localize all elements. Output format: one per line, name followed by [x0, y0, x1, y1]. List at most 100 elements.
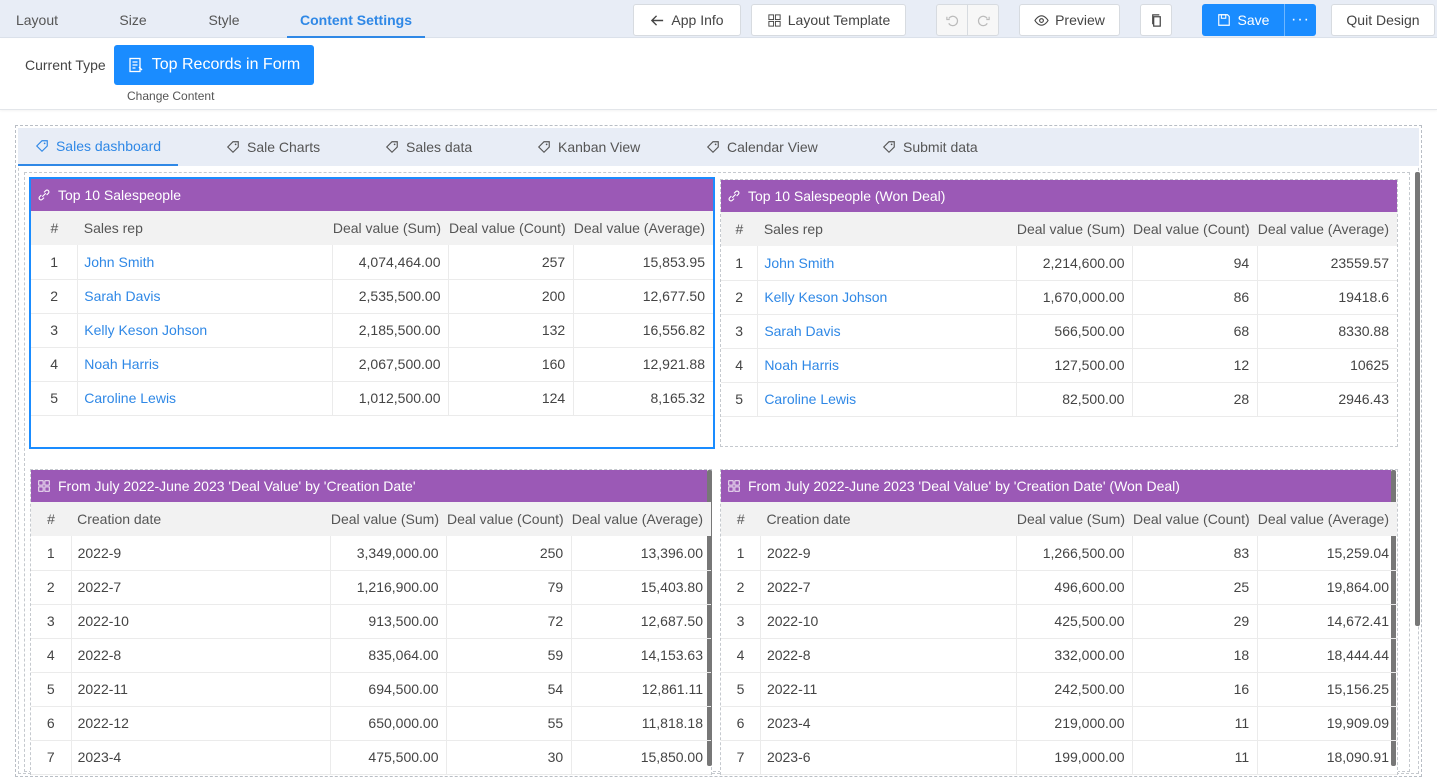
table-row[interactable]: 2 2022-7 1,216,900.00 79 15,403.80	[31, 570, 711, 605]
column-header[interactable]: Deal value (Sum)	[330, 502, 447, 536]
column-header[interactable]: Deal value (Count)	[448, 211, 574, 245]
tab-kanban-view[interactable]: Kanban View	[537, 128, 640, 166]
table-row[interactable]: 7 2023-4 475,500.00 30 15,850.00	[31, 740, 711, 775]
save-button[interactable]: Save	[1202, 4, 1285, 36]
sales-rep-link[interactable]: John Smith	[757, 246, 1018, 281]
design-canvas: Sales dashboard Sale Charts Sales data K…	[15, 125, 1422, 777]
widget-top-salespeople-won[interactable]: Top 10 Salespeople (Won Deal) # Sales rep…	[720, 179, 1398, 447]
table-row[interactable]: 7 2023-6 199,000.00 11 18,090.91	[721, 740, 1397, 775]
table-row[interactable]: 3 Kelly Keson Johson 2,185,500.00 132 16,556…	[31, 313, 713, 348]
table-row[interactable]: 2 2022-7 496,600.00 25 19,864.00	[721, 570, 1397, 605]
table-row[interactable]: 2 Sarah Davis 2,535,500.00 200 12,677.50	[31, 279, 713, 314]
table-row[interactable]: 6 2023-4 219,000.00 11 19,909.09	[721, 706, 1397, 741]
redo-button[interactable]	[967, 4, 999, 36]
tab-calendar-view[interactable]: Calendar View	[706, 128, 818, 166]
tab-layout[interactable]: Layout	[15, 12, 59, 28]
sales-rep-link[interactable]: Caroline Lewis	[757, 382, 1018, 417]
table-row[interactable]: 1 2022-9 3,349,000.00 250 13,396.00	[31, 536, 711, 571]
sales-rep-link[interactable]: Noah Harris	[77, 347, 334, 382]
sales-rep-link[interactable]: John Smith	[77, 245, 334, 280]
value-cell: 25	[1132, 570, 1259, 605]
column-header[interactable]: Creation date	[760, 502, 1017, 536]
table-row[interactable]: 4 2022-8 332,000.00 18 18,444.44	[721, 638, 1397, 673]
sales-rep-link[interactable]: Sarah Davis	[757, 314, 1018, 349]
value-cell: 19418.6	[1257, 280, 1397, 315]
table-row[interactable]: 5 Caroline Lewis 82,500.00 28 2946.43	[721, 382, 1397, 417]
column-header[interactable]: #	[721, 212, 758, 246]
table-row[interactable]: 3 Sarah Davis 566,500.00 68 8330.88	[721, 314, 1397, 349]
tab-label: Calendar View	[727, 139, 818, 155]
app-info-button[interactable]: App Info	[633, 4, 741, 36]
table-row[interactable]: 5 2022-11 694,500.00 54 12,861.11	[31, 672, 711, 707]
value-cell: 14,153.63	[571, 638, 711, 673]
table-row[interactable]: 5 2022-11 242,500.00 16 15,156.25	[721, 672, 1397, 707]
change-content-link[interactable]: Change Content	[127, 89, 215, 103]
column-header[interactable]: Deal value (Average)	[1257, 502, 1397, 536]
value-cell: 23559.57	[1257, 246, 1397, 281]
widget-title: From July 2022-June 2023 'Deal Value' by…	[58, 478, 416, 494]
preview-button[interactable]: Preview	[1019, 4, 1120, 36]
table-row[interactable]: 3 2022-10 425,500.00 29 14,672.41	[721, 604, 1397, 639]
table-row[interactable]: 4 2022-8 835,064.00 59 14,153.63	[31, 638, 711, 673]
table-row[interactable]: 3 2022-10 913,500.00 72 12,687.50	[31, 604, 711, 639]
row-index: 5	[721, 672, 761, 707]
column-header[interactable]: Deal value (Count)	[1132, 212, 1258, 246]
widget-deal-value-by-date-won[interactable]: From July 2022-June 2023 'Deal Value' by…	[720, 469, 1398, 775]
tab-label: Sales data	[406, 139, 473, 155]
column-header[interactable]: Deal value (Sum)	[1016, 212, 1133, 246]
value-cell: 8,165.32	[573, 381, 713, 416]
column-header[interactable]: #	[31, 502, 72, 536]
content-type-button[interactable]: Top Records in Form	[114, 45, 314, 85]
value-cell: 127,500.00	[1016, 348, 1134, 383]
column-header[interactable]: Deal value (Average)	[573, 211, 713, 245]
table-row[interactable]: 4 Noah Harris 2,067,500.00 160 12,921.88	[31, 347, 713, 382]
widget-top-salespeople[interactable]: Top 10 Salespeople # Sales rep Deal value …	[29, 177, 715, 449]
tab-content-settings[interactable]: Content Settings	[287, 0, 425, 38]
row-index: 4	[721, 638, 761, 673]
undo-button[interactable]	[936, 4, 968, 36]
column-header[interactable]: #	[31, 211, 78, 245]
table-row[interactable]: 6 2022-12 650,000.00 55 11,818.18	[31, 706, 711, 741]
column-header[interactable]: Creation date	[71, 502, 331, 536]
copy-button[interactable]	[1140, 4, 1172, 36]
table-row[interactable]: 1 2022-9 1,266,500.00 83 15,259.04	[721, 536, 1397, 571]
save-more-button[interactable]: ···	[1291, 11, 1310, 28]
value-cell: 15,259.04	[1257, 536, 1397, 571]
table-row[interactable]: 4 Noah Harris 127,500.00 12 10625	[721, 348, 1397, 383]
tag-icon	[226, 141, 239, 154]
table-row[interactable]: 1 John Smith 4,074,464.00 257 15,853.95	[31, 245, 713, 280]
sales-rep-link[interactable]: Noah Harris	[757, 348, 1018, 383]
tab-sales-dashboard[interactable]: Sales dashboard	[18, 128, 178, 166]
tab-submit-data[interactable]: Submit data	[882, 128, 978, 166]
column-header[interactable]: Deal value (Average)	[1257, 212, 1397, 246]
widget-deal-value-by-date[interactable]: From July 2022-June 2023 'Deal Value' by…	[30, 469, 712, 775]
tab-style[interactable]: Style	[208, 12, 240, 28]
quit-design-button[interactable]: Quit Design	[1331, 4, 1435, 36]
sales-rep-link[interactable]: Kelly Keson Johson	[757, 280, 1018, 315]
tab-label: Sale Charts	[247, 139, 321, 155]
column-header[interactable]: Deal value (Count)	[446, 502, 572, 536]
table-row[interactable]: 2 Kelly Keson Johson 1,670,000.00 86 19418.6	[721, 280, 1397, 315]
column-header[interactable]: Deal value (Count)	[1132, 502, 1258, 536]
sales-rep-link[interactable]: Sarah Davis	[77, 279, 334, 314]
column-header[interactable]: Sales rep	[77, 211, 333, 245]
column-header[interactable]: Sales rep	[757, 212, 1017, 246]
table-row[interactable]: 1 John Smith 2,214,600.00 94 23559.57	[721, 246, 1397, 281]
sales-rep-link[interactable]: Kelly Keson Johson	[77, 313, 334, 348]
value-cell: 913,500.00	[330, 604, 448, 639]
value-cell: 2,185,500.00	[332, 313, 450, 348]
creation-date-cell: 2022-7	[760, 570, 1018, 605]
column-header[interactable]: Deal value (Sum)	[332, 211, 449, 245]
column-header[interactable]: Deal value (Sum)	[1016, 502, 1133, 536]
tab-sale-charts[interactable]: Sale Charts	[226, 128, 320, 166]
value-cell: 16,556.82	[573, 313, 713, 348]
sales-rep-link[interactable]: Caroline Lewis	[77, 381, 334, 416]
table-row[interactable]: 5 Caroline Lewis 1,012,500.00 124 8,165.32	[31, 381, 713, 416]
canvas-scrollbar[interactable]	[1415, 172, 1420, 626]
column-header[interactable]: #	[721, 502, 761, 536]
column-header[interactable]: Deal value (Average)	[571, 502, 711, 536]
layout-template-button[interactable]: Layout Template	[751, 4, 906, 36]
tab-size[interactable]: Size	[119, 12, 147, 28]
value-cell: 83	[1132, 536, 1259, 571]
tab-sales-data[interactable]: Sales data	[385, 128, 472, 166]
